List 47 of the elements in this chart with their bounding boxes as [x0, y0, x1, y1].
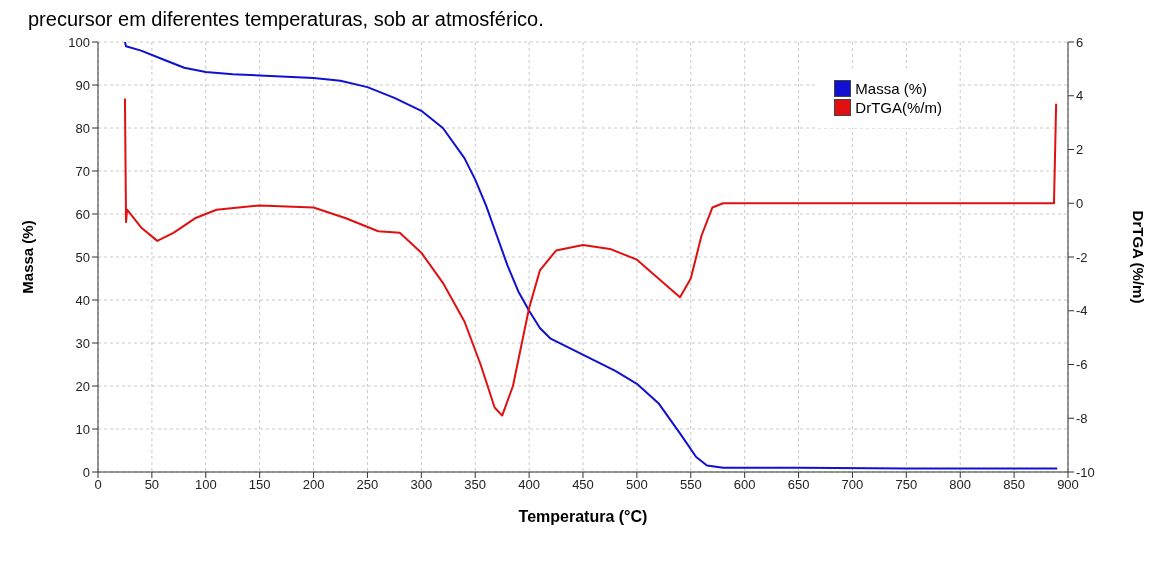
x-tick-label: 450	[572, 477, 594, 493]
y2-axis-title: DrTGA (%/m)	[1129, 210, 1147, 304]
line-series	[123, 42, 1059, 470]
x-tick-label: 550	[679, 477, 702, 493]
y2-tick-label: -6	[1076, 357, 1088, 373]
y-tick-label: 0	[82, 464, 90, 480]
y2-tick-label: 4	[1076, 88, 1084, 104]
x-tick-label: 400	[518, 477, 540, 493]
y-tick-label: 30	[75, 335, 90, 351]
x-tick-label: 300	[410, 477, 433, 493]
y2-tick-label: -2	[1076, 249, 1088, 265]
x-tick-label: 650	[787, 477, 810, 493]
y2-tick-label: -10	[1076, 464, 1095, 480]
y-tick-label: 50	[75, 249, 90, 265]
x-tick-label: 200	[302, 477, 325, 493]
y2-tick-label: -4	[1076, 303, 1088, 319]
y2-tick-label: -8	[1076, 410, 1088, 426]
legend-label: Massa (%)	[855, 80, 928, 97]
y-tick-label: 10	[75, 421, 90, 437]
x-axis-title: Temperatura (°C)	[518, 508, 648, 525]
y-tick-label: 60	[75, 206, 90, 222]
y-tick-label: 20	[75, 378, 90, 394]
y-tick-label: 70	[75, 163, 90, 179]
x-tick-label: 500	[626, 477, 648, 493]
x-tick-label: 350	[464, 477, 487, 493]
y-tick-label: 40	[75, 292, 90, 308]
legend-label: DrTGA(%/m)	[855, 99, 942, 116]
x-tick-label: 50	[144, 477, 160, 493]
x-tick-label: 800	[949, 477, 972, 493]
y-tick-label: 80	[75, 120, 90, 136]
y-tick-label: 100	[68, 34, 90, 50]
x-tick-label: 900	[1057, 477, 1079, 493]
y-axis-title: Massa (%)	[19, 220, 37, 294]
x-tick-label: 0	[94, 477, 102, 493]
y2-tick-label: 2	[1076, 142, 1084, 158]
x-tick-label: 750	[895, 477, 918, 493]
x-tick-label: 700	[841, 477, 864, 493]
text: precursor em diferentes temperaturas, sob ar atmosférico.	[27, 8, 545, 32]
y2-tick-label: 0	[1076, 195, 1084, 211]
x-tick-label: 100	[194, 477, 217, 493]
line-series	[123, 97, 1058, 417]
x-tick-label: 150	[248, 477, 271, 493]
y2-tick-label: 6	[1076, 34, 1084, 50]
x-tick-label: 850	[1003, 477, 1025, 493]
x-tick-label: 250	[356, 477, 379, 493]
x-tick-label: 600	[733, 477, 756, 493]
y-tick-label: 90	[75, 77, 90, 93]
